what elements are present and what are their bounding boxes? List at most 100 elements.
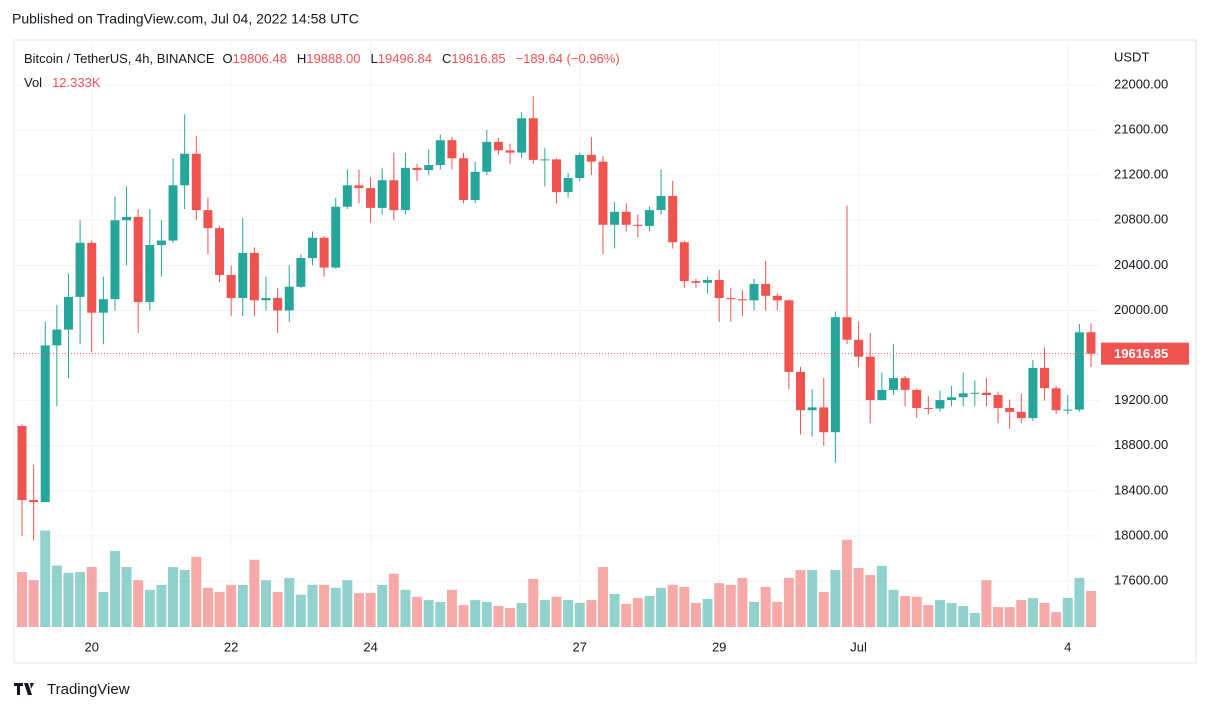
candle-body (435, 140, 445, 166)
candle-body (1086, 332, 1096, 354)
candle-body (203, 210, 213, 229)
volume-bar (505, 607, 516, 627)
volume-bar (725, 584, 736, 627)
volume-bar (98, 591, 109, 627)
volume-bar (133, 580, 144, 627)
volume-bar (772, 601, 783, 627)
candle-body (377, 180, 387, 208)
published: Published on TradingView.com, Jul 04, 20… (12, 11, 359, 27)
candle-body (981, 392, 991, 395)
candle-body (493, 141, 503, 151)
volume-bar (237, 584, 248, 627)
candle-body (1051, 388, 1061, 411)
candle-body (447, 140, 457, 159)
volume-bar (679, 586, 690, 627)
volume-bar (1062, 597, 1073, 627)
volume-bar (934, 600, 945, 627)
h-value: 19888.00 (306, 51, 360, 66)
volume-bar (202, 587, 213, 627)
volume-bar (481, 601, 492, 627)
volume-bar (63, 572, 74, 627)
volume-bar (632, 598, 643, 627)
candle-body (424, 165, 434, 171)
volume-bar (342, 580, 353, 627)
candle-body (52, 329, 62, 346)
candle-body (958, 393, 968, 398)
volume-bar (17, 572, 27, 627)
volume-bar (423, 600, 434, 627)
vol-value: 12.333K (52, 75, 101, 90)
volume-bar (714, 583, 725, 627)
volume-bar (388, 573, 399, 627)
y-tick-label: 21200.00 (1114, 167, 1168, 182)
candle-body (366, 188, 376, 208)
candle-body (888, 378, 898, 390)
y-tick-label: 18800.00 (1114, 437, 1168, 452)
candle-body (772, 295, 782, 301)
volume-bar (40, 530, 51, 627)
candle-body (133, 216, 143, 302)
volume-bar (609, 593, 620, 627)
volume-bar (795, 569, 806, 627)
volume-bar (1027, 598, 1038, 627)
volume-bar (958, 605, 969, 627)
y-tick-label: 20800.00 (1114, 212, 1168, 227)
y-tick-label: 20400.00 (1114, 257, 1168, 272)
volume-bar (121, 567, 132, 627)
candle-body (296, 258, 306, 287)
volume-bar (307, 584, 318, 627)
candle-body (679, 242, 689, 282)
volume-bar (330, 587, 341, 627)
volume-bar (586, 600, 597, 627)
volume-bar (865, 574, 876, 627)
candle-body (1016, 411, 1026, 419)
volume-bar (528, 579, 539, 627)
l-value: 19496.84 (378, 51, 432, 66)
volume-bar (168, 567, 179, 627)
volume-bar (446, 589, 457, 627)
candle-body (737, 299, 747, 301)
candle-body (668, 196, 678, 243)
candle-body (482, 141, 492, 172)
candle-body (1005, 407, 1015, 412)
candle-body (621, 211, 631, 225)
x-tick-label: 22 (224, 639, 238, 654)
x-tick-label: 27 (573, 639, 587, 654)
y-tick-label: 20000.00 (1114, 302, 1168, 317)
volume-bar (888, 589, 899, 627)
y-tick-label: 22000.00 (1114, 76, 1168, 91)
volume-bar (144, 589, 155, 627)
candle-body (923, 407, 933, 409)
volume-bar (470, 600, 481, 627)
volume-bar (353, 593, 364, 627)
candle-body (598, 161, 608, 225)
candle-body (331, 206, 341, 268)
candle-body (145, 245, 155, 302)
candle-body (1040, 367, 1050, 389)
volume-bar (760, 586, 771, 627)
x-tick-label: Jul (850, 639, 867, 654)
candle-body (1074, 332, 1084, 410)
volume-bar (377, 584, 388, 627)
candle-body (63, 296, 73, 330)
candle-body (761, 283, 771, 296)
grid (14, 40, 1100, 627)
brand-logo (14, 683, 34, 695)
volume-bar (272, 591, 283, 627)
volume-bar (400, 589, 411, 627)
volume-bar (783, 577, 794, 627)
candle-body (168, 185, 178, 241)
candle-body (180, 153, 190, 186)
last-price-label: 19616.85 (1114, 346, 1168, 361)
o-value: 19806.48 (233, 51, 287, 66)
candle-body (749, 283, 759, 301)
candle-body (854, 339, 864, 357)
candle-body (1063, 409, 1073, 411)
volume-bar (1016, 600, 1027, 627)
volume-bar (830, 569, 841, 627)
volume-bar (191, 556, 202, 627)
volume-bar (900, 595, 911, 627)
y-tick-label: 18000.00 (1114, 527, 1168, 542)
